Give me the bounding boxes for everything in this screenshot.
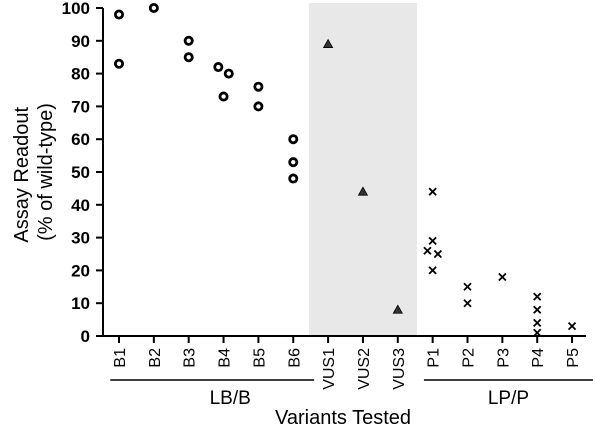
group-label: LB/B — [210, 388, 251, 409]
data-point-cross — [533, 292, 542, 301]
x-tick-layer: B1 B2 B3 B4 B5 B6 VUS1 VUS2 VUS3 P1 P2 P3 P4 P5 — [112, 336, 582, 390]
group-label: LP/P — [488, 388, 529, 409]
x-tick-label: P5 — [565, 348, 582, 368]
data-point-circle — [253, 81, 264, 92]
data-point-circle — [288, 173, 299, 184]
data-point-triangle — [392, 304, 403, 314]
y-tick-label: 10 — [71, 294, 90, 313]
x-tick-label: B5 — [251, 348, 268, 368]
data-point-circle — [183, 35, 194, 46]
x-tick-label: B1 — [112, 348, 129, 368]
x-axis-title: Variants Tested — [275, 407, 411, 429]
x-tick-label: P4 — [530, 348, 547, 368]
y-tick-label: 30 — [71, 229, 90, 248]
x-tick-label: P2 — [461, 348, 478, 368]
data-point-circle — [218, 91, 229, 102]
data-points-layer — [114, 3, 577, 337]
x-tick-label: VUS1 — [321, 348, 338, 390]
y-tick-label: 20 — [71, 261, 90, 280]
y-tick-label: 50 — [71, 163, 90, 182]
data-point-triangle — [357, 186, 369, 196]
y-tick-label: 90 — [71, 32, 90, 51]
data-point-cross — [498, 272, 507, 282]
y-tick-layer: 0 10 20 30 40 50 60 70 80 90 100 — [62, 0, 103, 346]
x-tick-label: VUS3 — [391, 348, 408, 390]
x-tick-label: B2 — [147, 348, 164, 368]
data-point-circle — [114, 9, 125, 20]
data-point-cross — [463, 282, 472, 291]
x-tick-label: VUS2 — [356, 348, 373, 390]
data-point-cross — [463, 299, 472, 308]
x-tick-label: P1 — [426, 348, 443, 368]
data-point-circle — [253, 101, 264, 112]
y-axis-title-line-1: Assay Readout — [11, 107, 33, 243]
y-tick-label: 0 — [81, 327, 90, 346]
data-point-cross — [428, 187, 437, 196]
data-point-triangle — [322, 38, 334, 48]
group-brackets-layer: LB/B LP/P — [110, 379, 593, 409]
data-point-cross — [567, 322, 577, 331]
data-point-circle — [213, 62, 224, 73]
y-tick-label: 80 — [71, 65, 90, 84]
data-point-cross — [433, 249, 443, 259]
data-point-circle — [288, 157, 299, 168]
vus-highlight-band — [308, 3, 417, 336]
data-point-circle — [148, 3, 159, 13]
x-tick-label: B6 — [286, 348, 303, 368]
data-point-circle — [223, 68, 234, 79]
data-point-circle — [288, 134, 299, 145]
data-point-cross — [533, 318, 542, 328]
y-tick-label: 70 — [71, 97, 90, 116]
x-tick-label: B3 — [182, 348, 199, 368]
y-tick-label: 100 — [62, 0, 90, 18]
data-point-cross — [533, 328, 542, 337]
x-tick-label: B4 — [217, 348, 234, 368]
y-tick-label: 40 — [71, 196, 90, 215]
data-point-cross — [423, 246, 432, 255]
y-tick-label: 60 — [71, 130, 90, 149]
data-point-cross — [428, 236, 437, 246]
data-point-circle — [183, 52, 194, 63]
data-point-cross — [533, 305, 542, 314]
data-point-cross — [428, 266, 437, 275]
y-axis-title-line-2: (% of wild-type) — [35, 103, 57, 241]
y-axis-title: Assay Readout (% of wild-type) — [11, 101, 57, 242]
x-tick-label: P3 — [495, 348, 512, 368]
data-point-circle — [114, 58, 125, 69]
vus-highlight-band-layer — [308, 3, 417, 336]
